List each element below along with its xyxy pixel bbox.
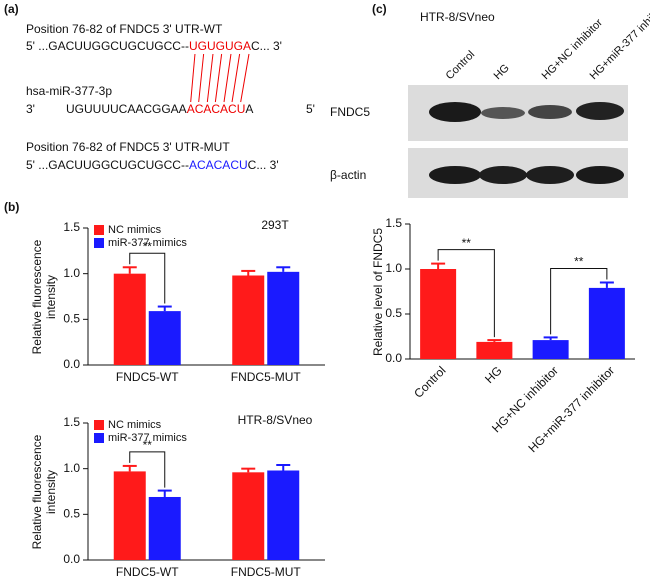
x-tick-label: FNDC5-MUT [231,370,302,384]
seq: A [245,102,253,116]
y-axis-label: Relative level of FNDC5 [371,227,385,356]
bar [113,471,146,560]
bar [532,340,569,359]
pair-line [223,53,232,103]
seq: UGUUUUCAACGGAA [66,102,187,116]
sig-bracket [437,249,495,338]
blot-row: β-actin [330,168,366,182]
seq: 5' [306,102,315,116]
y-tick-label: 1.5 [63,415,80,429]
sig-bracket [129,451,166,488]
bar [267,271,300,365]
blot-row: FNDC5 [330,105,370,119]
panel-label: (b) [4,200,19,214]
seq: 3' [26,102,35,116]
lane-label: Control [444,49,478,83]
pair-line [231,53,241,103]
band [479,166,527,184]
bar [420,269,457,359]
y-axis-label: Relative fluorescence intensity [30,434,58,549]
pairing-lines [190,53,250,103]
seq-title: hsa-miR-377-3p [26,84,112,98]
legend-swatch [94,433,104,443]
band [429,166,481,184]
pair-line [190,53,196,103]
pair-line [206,53,214,103]
y-tick-label: 1.0 [63,461,80,475]
sig-bracket [129,252,166,304]
y-tick-label: 0.5 [385,306,402,320]
chart-title: HTR-8/SVneo [238,413,313,427]
annotation: ** [143,239,153,253]
lane-label: HG [492,62,512,82]
seq: C... 3' [251,39,282,53]
y-tick-label: 0.0 [63,552,80,566]
bar [232,472,265,560]
legend-label: NC mimics [108,419,162,431]
x-tick-label: FNDC5-WT [116,370,179,384]
band [528,105,572,119]
bar [267,470,300,560]
cell-line: HTR-8/SVneo [420,10,495,24]
seq-line: 5' ...GACUUGGCUGCUGCC--ACACACUC... 3' [26,158,279,172]
y-tick-label: 1.5 [385,216,402,230]
bar [232,275,265,365]
panel-label: (c) [372,2,387,16]
y-tick-label: 1.0 [63,266,80,280]
lane-label: HG+miR-377 inhibitor [588,0,650,82]
pair-line [240,53,250,103]
y-tick-label: 0.5 [63,507,80,521]
chart-title: 293T [261,218,289,232]
pair-line [198,53,205,103]
legend-swatch [94,225,104,235]
bar [148,496,181,560]
annotation: ** [143,438,153,452]
y-tick-label: 1.0 [385,261,402,275]
bar [148,311,181,365]
annotation: ** [462,236,472,250]
annotation: ** [574,255,584,269]
seq: 5' ...GACUUGGCUGCUGCC-- [26,158,189,172]
band [576,166,624,184]
seq-title: Position 76-82 of FNDC5 3' UTR-WT [26,22,223,36]
legend-label: miR-377 mimics [108,432,187,444]
seed: ACACACU [187,102,246,116]
seq: C... 3' [248,158,279,172]
y-tick-label: 0.5 [63,312,80,326]
band [526,166,574,184]
y-tick-label: 1.5 [63,220,80,234]
seq: 5' ...GACUUGGCUGCUGCC-- [26,39,189,53]
band [429,102,481,122]
bar [588,287,625,359]
band [576,102,624,120]
bar [113,273,146,365]
seq-line: 5' ...GACUUGGCUGCUGCC--UGUGUGAC... 3' [26,39,282,53]
seq-line: UGUUUUCAACGGAAACACACUA [66,102,253,116]
x-tick-label: HG [482,363,505,386]
seq-title: Position 76-82 of FNDC5 3' UTR-MUT [26,140,230,154]
x-tick-label: FNDC5-WT [116,565,179,577]
legend-label: NC mimics [108,224,162,236]
y-tick-label: 0.0 [385,351,402,365]
band [481,107,525,119]
pair-line [214,53,223,103]
sig-bracket [550,268,608,335]
bar [476,341,513,359]
y-tick-label: 0.0 [63,357,80,371]
seed: UGUGUGA [189,39,251,53]
panel-label: (a) [4,2,19,16]
x-tick-label: Control [411,363,448,400]
x-tick-label: FNDC5-MUT [231,565,302,577]
legend-label: miR-377 mimics [108,237,187,249]
seed: ACACACU [189,158,248,172]
legend-swatch [94,420,104,430]
legend-swatch [94,238,104,248]
y-axis-label: Relative fluorescence intensity [30,239,58,354]
